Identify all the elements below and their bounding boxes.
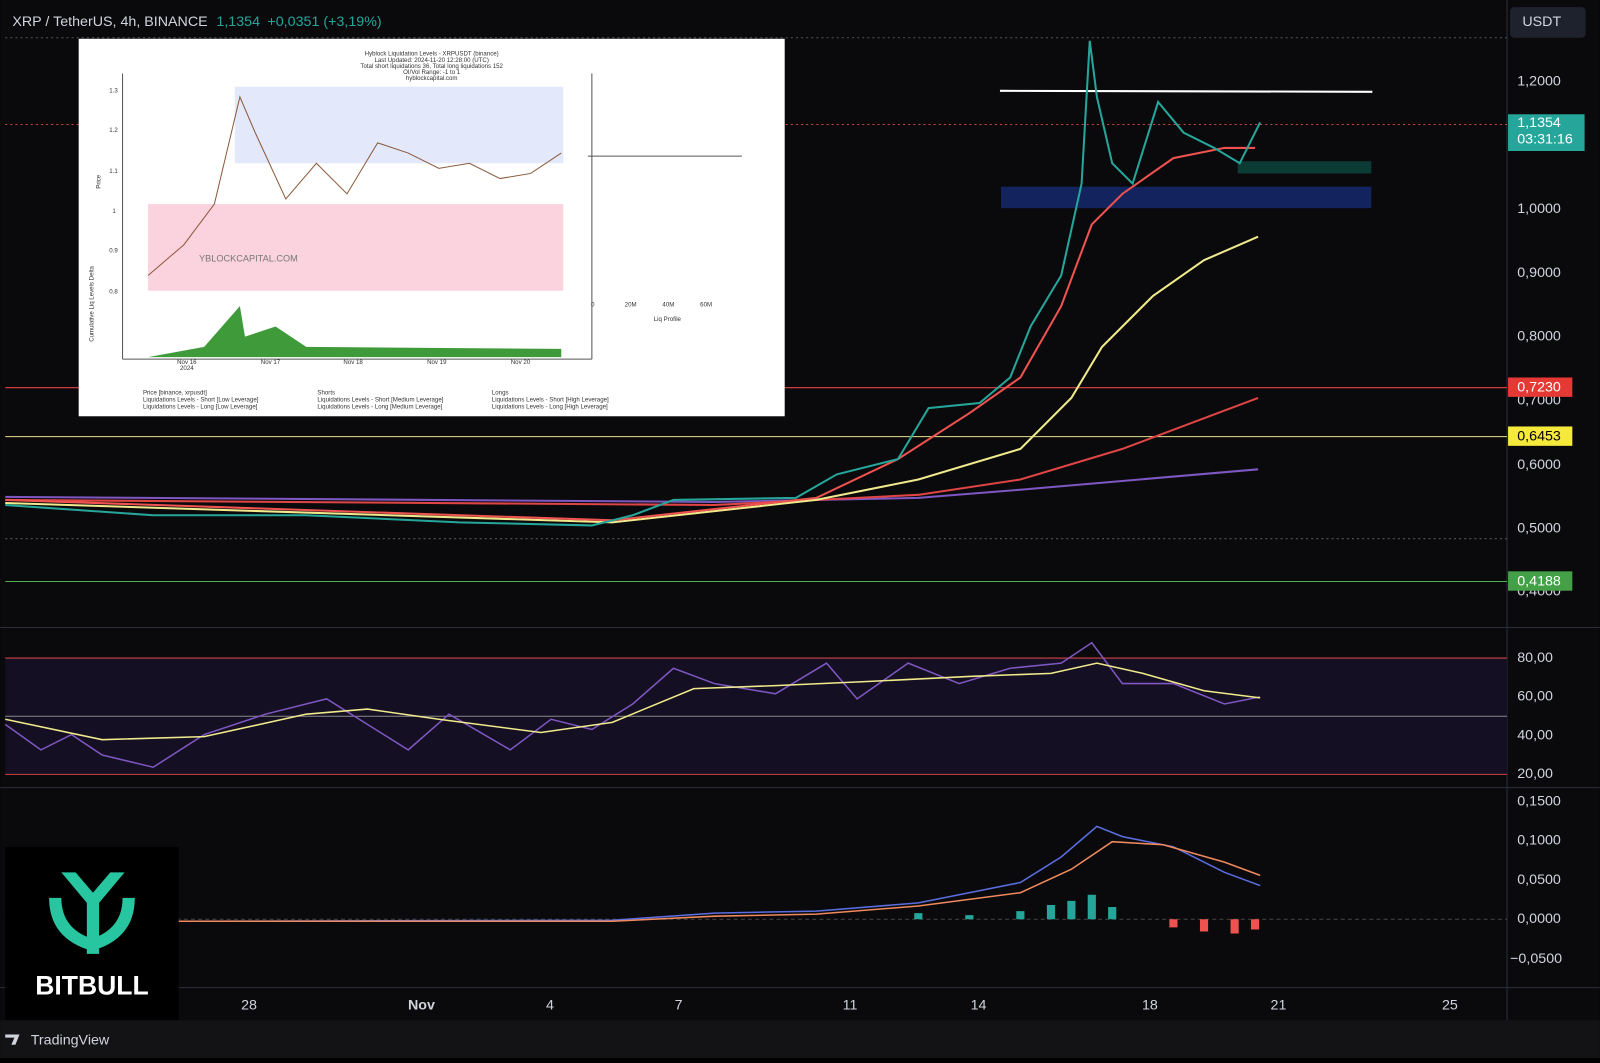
tick: 14 [971,998,987,1014]
tick: 0,6000 [1517,457,1561,473]
price-change: +0,0351 (+3,19%) [267,14,381,30]
tick: 1,2000 [1517,73,1561,89]
tick: 0,0000 [1517,911,1561,927]
badge [1508,114,1585,151]
tick: 25 [1442,998,1458,1014]
inset-tick: 0.8 [109,288,118,295]
inset-tick: 1.2 [109,127,118,134]
tick: 0,5000 [1517,520,1561,536]
inset-tick: 1.1 [109,168,118,175]
inset-tick: 1 [112,208,116,215]
inset-text: Total short liquidations 36, Total long … [360,63,503,70]
inset-delta [148,306,562,358]
time-axis: 28 Nov 4 7 11 14 18 21 25 [241,998,1458,1014]
inset-legend: Liquidations Levels - Short [Low Leverag… [143,397,259,404]
badge [1508,426,1573,446]
badge [1508,377,1573,397]
badge-text: 0,4188 [1517,573,1561,589]
inset-tick: Nov 16 [177,359,197,366]
ma-line [5,146,1256,522]
ma-line [5,396,1259,507]
inset-price [147,95,562,276]
inset-legend: Liquidations Levels - Long [Low Leverage… [143,404,258,411]
badge-text: 0,6453 [1517,428,1561,444]
tick: 0,1000 [1517,832,1561,848]
inset-label: Liq Profile [654,316,682,323]
inset-tick: Nov 20 [511,359,531,366]
logo-mark [49,872,135,954]
inset-tick: 40M [662,302,674,309]
badge-text: 1,1354 [1517,115,1561,131]
inset-tick: Nov 19 [427,359,447,366]
tick: 0,8000 [1517,328,1561,344]
inset-text: hyblockcapital.com [406,75,458,82]
badge [1508,571,1573,591]
tick: 80,00 [1517,650,1553,666]
macd-histogram [914,894,1117,920]
inset-legend: Shorts [317,389,335,396]
macd-line [178,825,1261,923]
footer-brand: TradingView [31,1032,110,1048]
tick: 1,0000 [1517,201,1561,217]
macd-histogram [1169,919,1260,934]
tick: 7 [675,998,683,1014]
tick: 40,00 [1517,727,1553,743]
currency[interactable]: USDT [1522,14,1561,30]
short-zone [234,86,564,164]
inset-tick: Nov 17 [261,359,281,366]
tick: 11 [843,998,858,1014]
inset-tick: 60M [700,302,712,309]
inset-text: Last Updated: 2024-11-20 12:28:00 (UTC) [375,57,489,64]
price-axis: 1,2000 1,0000 0,9000 0,8000 0,7000 0,600… [1508,73,1585,967]
tick: 4 [546,998,554,1014]
tick: 20,00 [1517,766,1553,782]
symbol: XRP / TetherUS, 4h, BINANCE [12,14,207,30]
watermark: YBLOCKCAPITAL.COM [199,254,298,264]
long-zone [148,204,564,291]
tick: 0,1500 [1517,794,1561,810]
inset-label: Cumulative Liq Levels Delta [89,265,96,341]
inset-tick: 20M [625,302,637,309]
footer-bar [0,1020,1600,1058]
support-zone [1237,161,1372,174]
resistance-line [999,89,1373,93]
ma-line [5,468,1259,503]
inset-tick: 0 [591,302,595,309]
inset-tick: 1.3 [109,87,118,94]
inset-tick: 2024 [180,365,194,372]
inset-legend: Longs [492,389,509,396]
tick: 0,0500 [1517,872,1561,888]
inset-legend: Liquidations Levels - Short [High Levera… [492,397,609,404]
ma-line [5,235,1259,524]
price-line [5,40,1262,527]
tick: 0,9000 [1517,265,1561,281]
inset-tick: 0.9 [109,248,118,255]
currency-button[interactable] [1510,7,1586,38]
inset: Hyblock Liquidation Levels - XRPUSDT (bi… [78,38,785,417]
macd-signal [178,840,1261,923]
tick: −0,0500 [1510,951,1562,967]
inset-legend: Liquidations Levels - Long [High Leverag… [492,404,608,411]
inset-title: Hyblock Liquidation Levels - XRPUSDT (bi… [365,51,499,58]
inset-legend: Liquidations Levels - Short [Medium Leve… [317,397,443,404]
tick: Nov [408,998,435,1014]
tick: 60,00 [1517,689,1553,705]
support-zone [1000,186,1372,209]
badge-text: 0,7230 [1517,379,1561,395]
logo-text: BITBULL [35,971,148,1001]
rsi-line [4,641,1261,769]
inset-legend: Price [binance, xrpusdt] [143,389,207,396]
inset-tick: Nov 18 [343,359,363,366]
badge-text: 03:31:16 [1517,132,1573,148]
inset-label: Price [96,174,103,189]
tick: 21 [1271,998,1287,1014]
tick: 18 [1142,998,1158,1014]
tick: 28 [241,998,257,1014]
inset-text: OI/Vol Range: -1 to 1 [403,69,461,76]
inset-legend: Liquidations Levels - Long [Medium Lever… [317,404,442,411]
rsi-signal [5,662,1261,741]
tv-icon [5,1034,20,1045]
last-price: 1,1354 [216,14,260,30]
